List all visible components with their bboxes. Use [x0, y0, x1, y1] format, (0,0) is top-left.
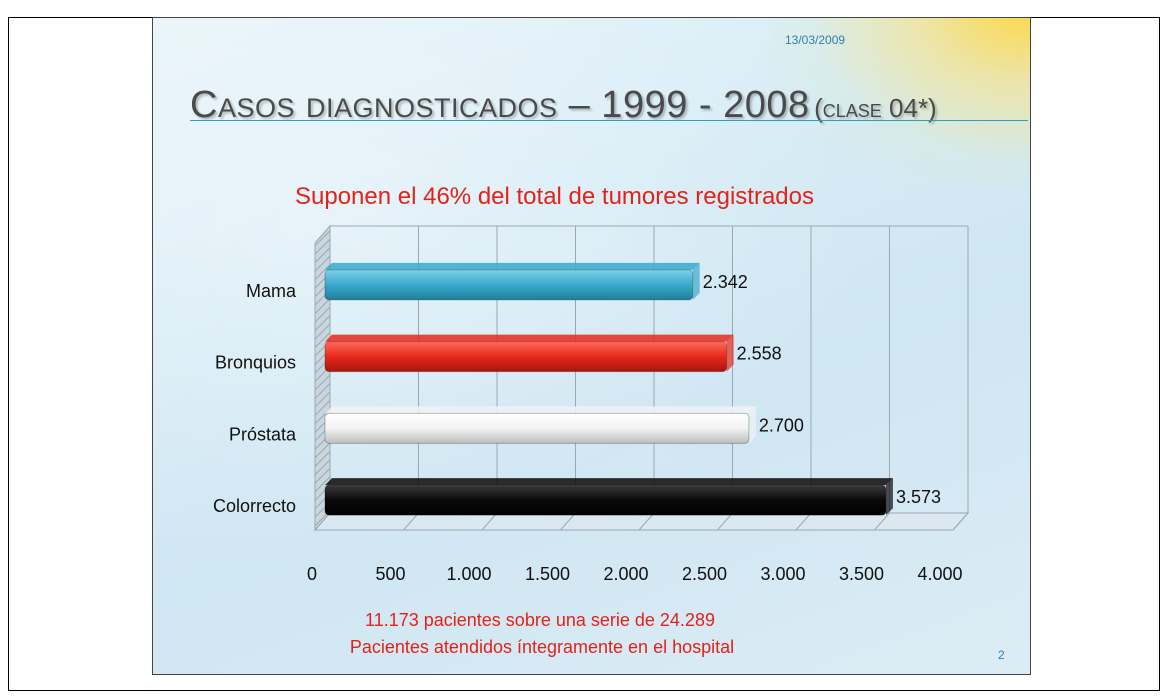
- category-label-2: Próstata: [229, 424, 297, 444]
- bar-end-0: [692, 262, 700, 300]
- bar-top-2: [325, 406, 756, 414]
- value-label-3: 3.573: [896, 487, 941, 507]
- gridline-floor-7: [874, 512, 890, 531]
- bar-end-2: [748, 406, 756, 444]
- page-number: 2: [998, 648, 1005, 662]
- bar-front-0: [324, 269, 694, 301]
- slide-background-glow: [770, 18, 1030, 188]
- slide-date: 13/03/2009: [785, 33, 846, 47]
- chart-headline: Suponen el 46% del total de tumores regi…: [295, 183, 814, 210]
- bar-front-2: [324, 412, 750, 444]
- bar-top-0: [325, 262, 700, 270]
- category-label-3: Colorrecto: [213, 496, 296, 516]
- value-label-0: 2.342: [703, 272, 748, 292]
- bar-front-3: [324, 484, 887, 516]
- x-tick-label-0: 0: [307, 564, 317, 584]
- bar-front-1: [324, 341, 728, 373]
- bar-end-3: [885, 478, 893, 516]
- bar-colorrecto: [324, 478, 893, 516]
- x-tick-label-6: 3.000: [760, 564, 805, 584]
- chart-value-labels: 2.342 2.558 2.700 3.573: [703, 272, 941, 507]
- slide-title-main: Casos diagnosticados – 1999 - 2008: [190, 84, 810, 126]
- gridline-floor-2: [481, 512, 498, 531]
- gridline-floor-5: [717, 512, 733, 531]
- bar-mama: [324, 262, 700, 301]
- value-label-2: 2.700: [759, 415, 804, 435]
- x-tick-label-8: 4.000: [917, 564, 962, 584]
- chart-x-tick-labels: 0 500 1.000 1.500 2.000 2.500 3.000 3.500 4.000: [307, 564, 963, 584]
- bar-top-1: [325, 334, 734, 342]
- category-label-1: Bronquios: [215, 353, 296, 373]
- category-label-0: Mama: [246, 281, 297, 301]
- footnote-patients: 11.173 pacientes sobre una serie de 24.2…: [365, 610, 715, 630]
- bar-end-1: [726, 334, 734, 372]
- x-tick-label-2: 1.000: [446, 564, 491, 584]
- chart-bars: [324, 262, 893, 516]
- x-tick-label-4: 2.000: [603, 564, 648, 584]
- gridline-floor-8: [952, 512, 969, 531]
- value-label-1: 2.558: [737, 344, 782, 364]
- bar-próstata: [324, 406, 756, 444]
- x-tick-label-1: 500: [375, 564, 405, 584]
- slide-title-sub: (clase 04*): [814, 93, 937, 123]
- x-tick-label-5: 2.500: [682, 564, 727, 584]
- chart-category-labels: Mama Bronquios Próstata Colorrecto: [213, 281, 297, 516]
- gridline-floor-4: [638, 512, 655, 531]
- bar-bronquios: [324, 334, 734, 373]
- title-underline: [190, 120, 1028, 121]
- gridline-floor-1: [403, 512, 419, 531]
- x-tick-label-7: 3.500: [839, 564, 884, 584]
- x-tick-label-3: 1.500: [525, 564, 570, 584]
- bar-top-3: [325, 478, 893, 486]
- slide-title: Casos diagnosticados – 1999 - 2008 (clas…: [190, 84, 937, 127]
- footnote-hospital: Pacientes atendidos íntegramente en el h…: [349, 637, 735, 657]
- gridline-floor-3: [560, 512, 576, 531]
- gridline-floor-6: [795, 512, 812, 531]
